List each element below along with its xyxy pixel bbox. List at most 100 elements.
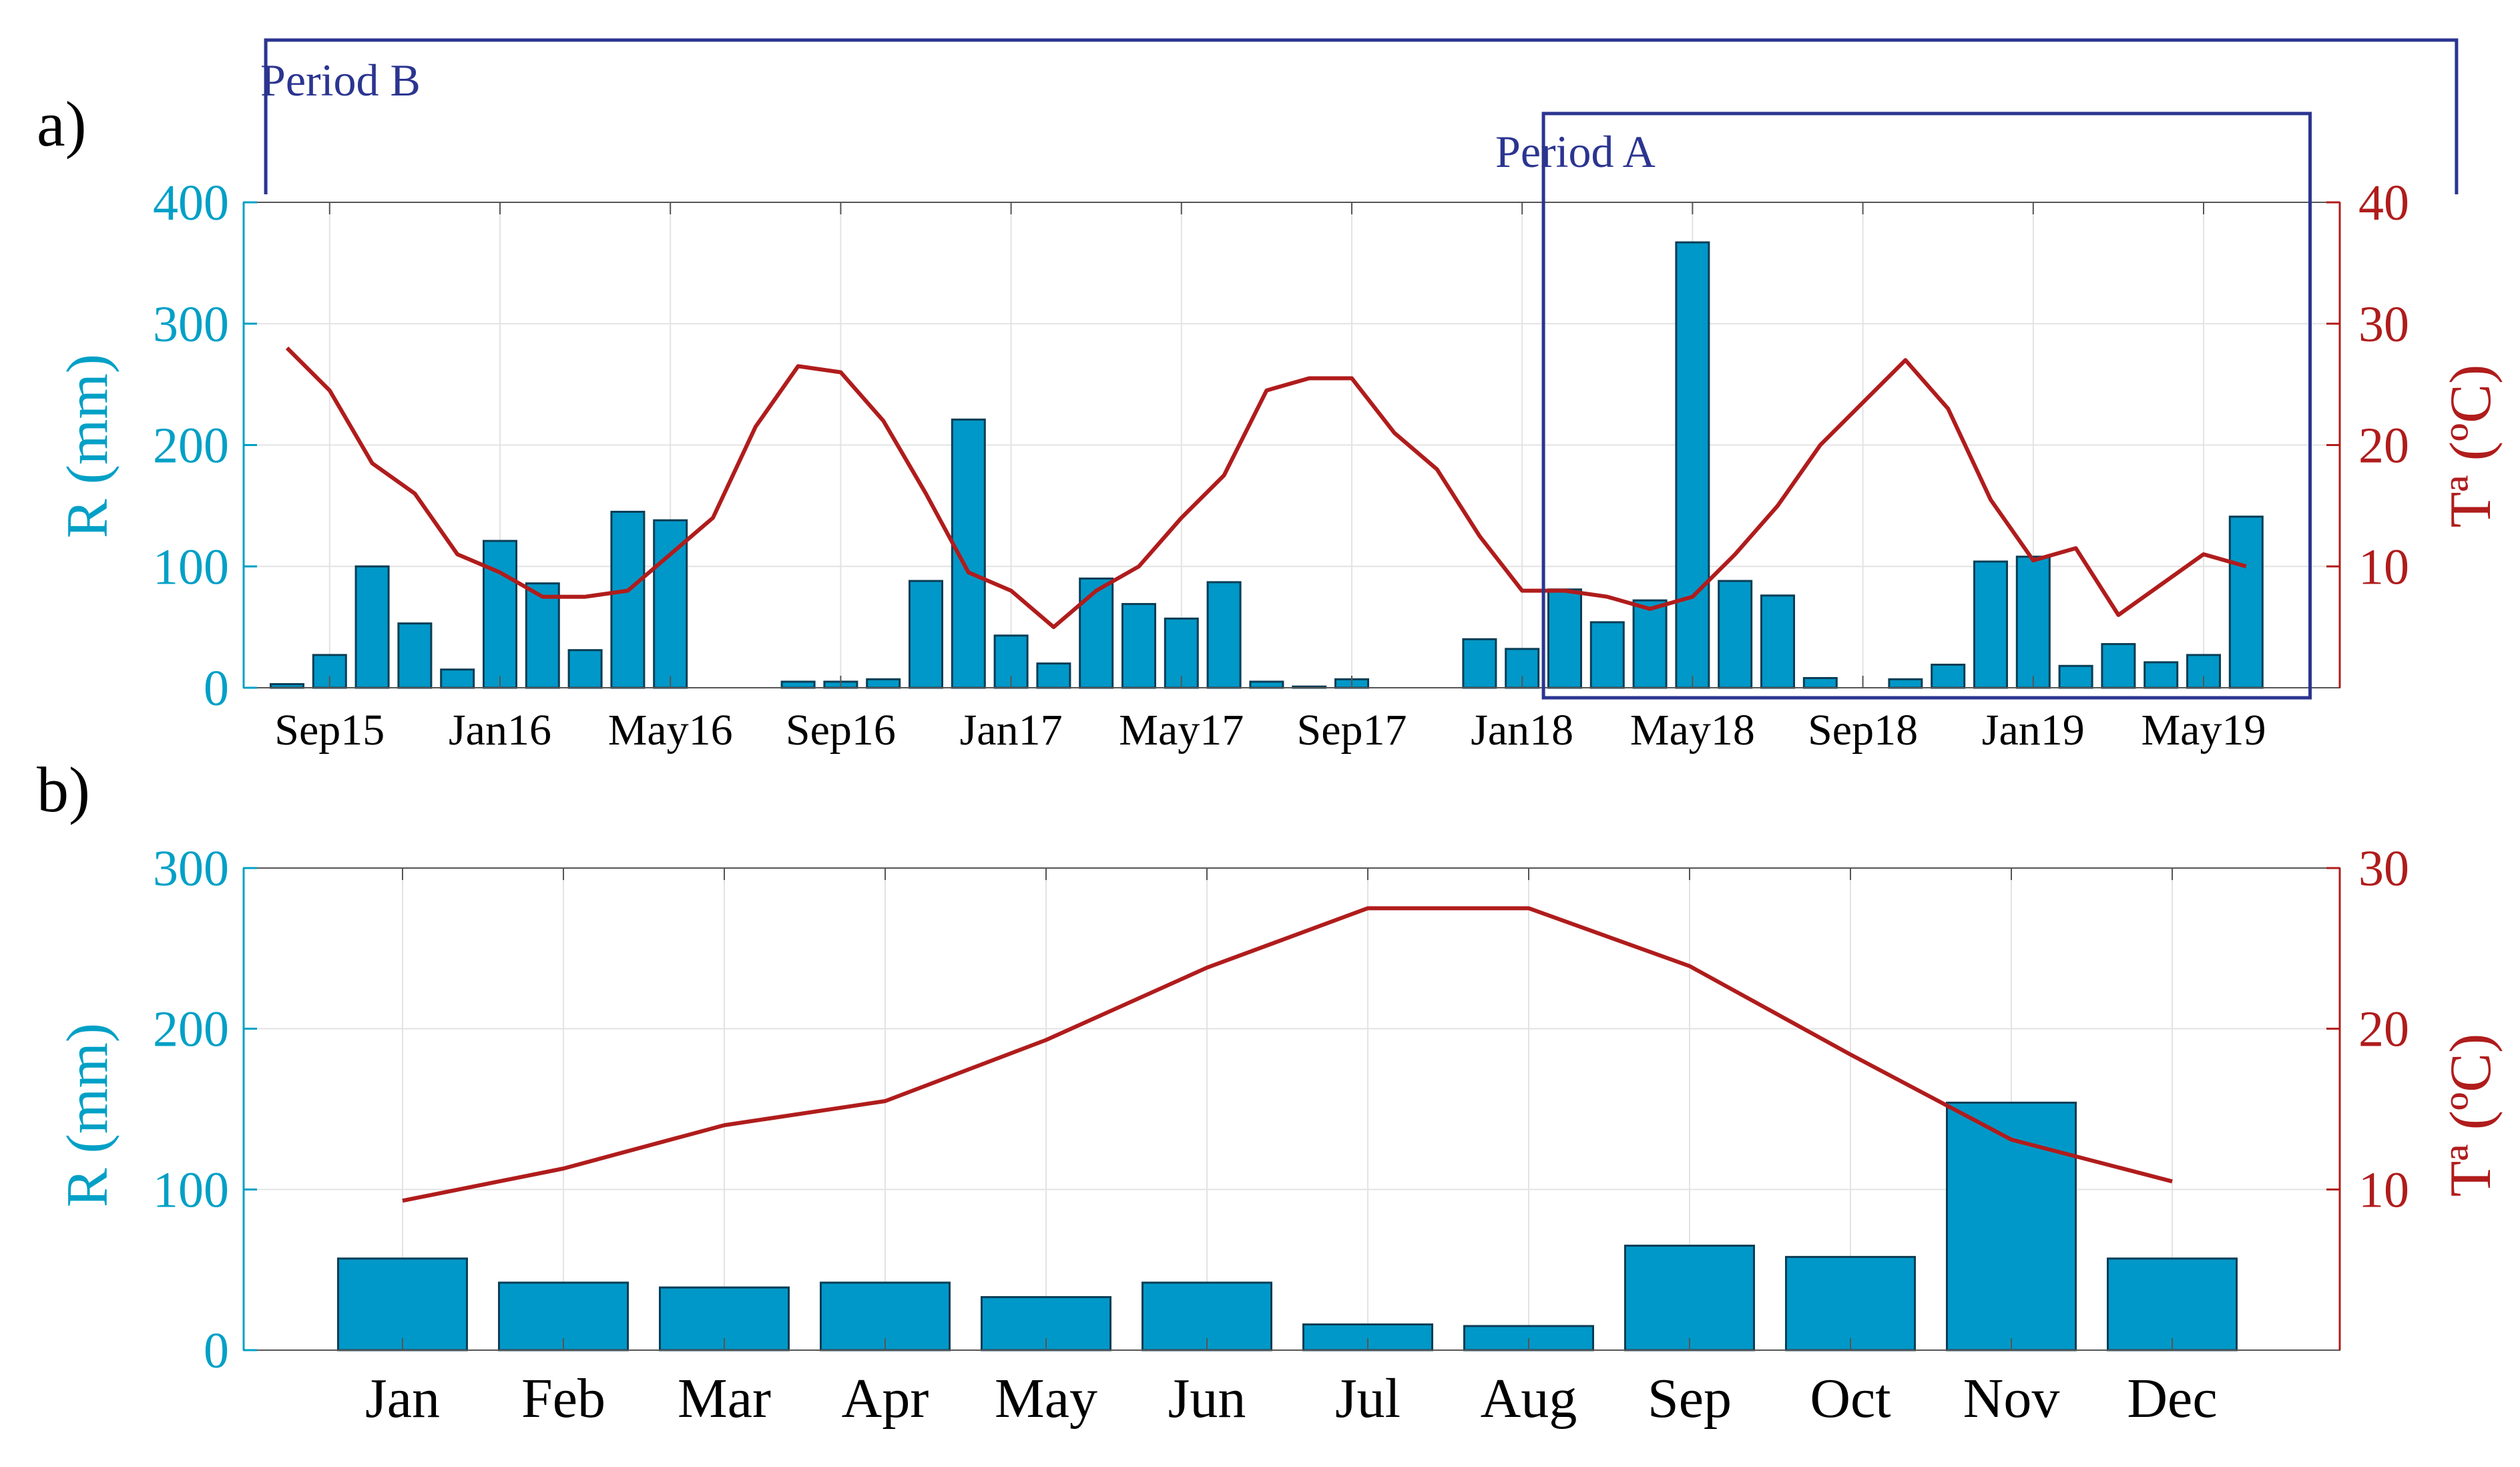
panel-a-rain-bar [2015,556,2051,689]
panel-a-rain-bar [866,678,901,689]
panel-b-right-axis-title: Tª (ºC) [2439,1034,2503,1197]
panel-a-temperature-line [285,346,2247,630]
panel-a-left-axis-ticks: 0 100 200 300 400 [153,175,257,716]
panel-a-x-tick-label: Sep15 [274,706,385,755]
panel-a-x-tick-label: Jan16 [449,706,551,755]
panel-a-rain-bar [2058,664,2093,689]
panel-b-rain-bars [337,1101,2238,1351]
panel-a-right-tick-label: 30 [2358,296,2409,353]
panel-b-x-axis-ticks: Jan Feb Mar Apr May Jun Jul Aug Sep Oct Nov Dec [365,868,2218,1430]
panel-a-rain-bar [1675,241,1710,689]
panel-a-rain-bar [1079,577,1114,689]
panel-a-left-tick-label: 400 [153,175,229,231]
panel-a-x-tick-label: Sep18 [1808,706,1918,755]
panel-b-month-label: Nov [1963,1368,2060,1430]
panel-b-left-axis-title: R (mm) [55,1023,120,1207]
panel-b-left-axis-ticks: 0 100 200 300 [153,841,257,1379]
panel-a-rain-bar [2101,643,2136,689]
panel-a-rain-bar [1462,638,1497,689]
panel-a-rain-bar [1249,680,1284,689]
panel-a-right-tick-label: 10 [2358,539,2409,595]
panel-b-left-tick-label: 200 [153,1002,229,1058]
panel-a-left-tick-label: 200 [153,418,229,474]
panel-b-month-label: Apr [842,1368,929,1430]
period-b-outline [264,38,2459,194]
panel-a-rain-bar [354,565,390,689]
panel-a-x-tick-label: May16 [608,706,733,755]
panel-a-rain-bars [270,241,2264,689]
panel-a-rain-bar [2228,515,2264,689]
panel-b-month-label: Feb [521,1368,605,1430]
panel-a-rain-bar [1589,621,1625,689]
panel-a-x-tick-label: May19 [2141,706,2266,755]
panel-a-right-axis-ticks: 10 20 30 40 [2326,175,2409,595]
panel-a-rain-bar [653,519,688,689]
panel-a-x-tick-label: Jan18 [1471,706,1573,755]
panel-b-left-tick-label: 100 [153,1162,229,1218]
panel-a: a) Period B Period A 0 100 200 300 400 10 20 3… [37,38,2503,755]
period-b-bracket: Period B [260,38,2459,194]
panel-a-rain-bar [1547,588,1582,689]
panel-b-right-tick-label: 20 [2358,1002,2409,1058]
panel-b-rain-bar [1946,1101,2077,1351]
period-a-box: Period A [1495,112,2312,700]
panel-a-rain-bar [1760,594,1795,689]
panel-b-month-label: Jan [365,1368,440,1430]
panel-b-temperature-line [402,906,2173,1203]
panel-a-x-tick-label: Jan19 [1982,706,2085,755]
period-a-outline [1541,112,2312,700]
panel-a-rain-bar [397,622,433,689]
panel-a-rain-bar [1718,580,1753,689]
panel-a-rain-bar [610,510,646,689]
panel-a-x-tick-label: Jan17 [960,706,1063,755]
panel-a-right-tick-label: 40 [2358,175,2409,231]
panel-a-rain-bar [2144,661,2179,689]
panel-a-left-tick-label: 300 [153,296,229,353]
period-b-label: Period B [260,55,421,106]
panel-a-rain-bar [1206,581,1242,689]
panel-a-x-tick-label: May18 [1630,706,1755,755]
panel-a-rain-bar [993,634,1029,689]
panel-a-rain-bar [483,540,517,689]
panel-b-right-axis-ticks: 10 20 30 [2326,841,2409,1218]
panel-b-left-tick-label: 300 [153,841,229,897]
panel-b-rain-bar [1463,1325,1594,1351]
panel-a-rain-bar [1632,599,1668,689]
panel-a-rain-bar [1931,663,1966,689]
panel-a-rain-bar [567,649,603,689]
panel-a-rain-bar [1973,560,2008,689]
panel-b-month-label: Jun [1168,1368,1246,1430]
panel-b-rain-bar [2107,1257,2238,1351]
panel-b-month-label: Jul [1335,1368,1401,1430]
panel-b-right-tick-label: 10 [2358,1162,2409,1218]
panel-b-month-label: Mar [678,1368,771,1430]
panel-a-rain-bar [440,668,475,689]
panel-b-left-tick-label: 0 [204,1323,229,1379]
panel-b-rain-bar [1785,1255,1916,1351]
panel-a-rain-bar [1888,678,1923,689]
panel-a-x-axis-ticks: Sep15 Jan16 May16 Sep16 Jan17 May17 Sep17 Jan18… [274,202,2266,755]
panel-b-month-label: Dec [2127,1368,2217,1430]
panel-a-label: a) [37,88,87,160]
panel-a-left-axis-title: R (mm) [55,354,120,538]
panel-a-x-tick-label: Sep16 [786,706,896,755]
panel-b-month-label: May [995,1368,1097,1430]
period-a-label: Period A [1495,126,1656,177]
panel-b-rain-bar [337,1257,468,1351]
panel-a-x-tick-label: May17 [1119,706,1244,755]
panel-a-rain-bar [1121,603,1156,689]
panel-a-left-tick-label: 100 [153,539,229,595]
panel-a-left-tick-label: 0 [204,660,229,716]
panel-a-rain-bar [1802,676,1838,689]
panel-a-right-tick-label: 20 [2358,418,2409,474]
panel-b-month-label: Oct [1810,1368,1891,1430]
panel-a-rain-bar [1036,662,1071,689]
panel-b-rain-bar [1624,1245,1755,1351]
panel-a-rain-bar [525,582,560,689]
panel-a-x-tick-label: Sep17 [1297,706,1407,755]
panel-b-month-label: Aug [1481,1368,1577,1430]
panel-a-right-axis-title: Tª (ºC) [2439,365,2503,528]
panel-a-rain-bar [780,680,816,689]
